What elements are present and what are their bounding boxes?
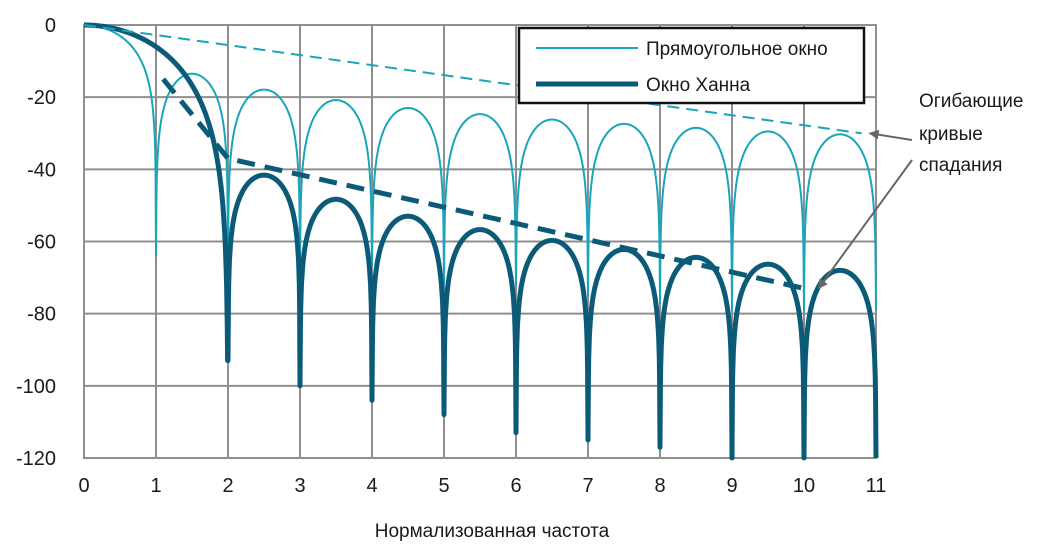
y-tick-label: -60 [27, 232, 56, 254]
annotation-arrow [868, 129, 913, 141]
y-tick-label: -100 [16, 376, 56, 398]
y-tick-label: -80 [27, 304, 56, 326]
y-tick-label: -120 [16, 448, 56, 470]
x-tick-label: 1 [150, 475, 161, 497]
series-layer [81, 22, 879, 461]
annotation-arrows [817, 129, 913, 290]
y-tick-label: -40 [27, 159, 56, 181]
annotation: Огибающие кривые спадания [919, 91, 1023, 176]
x-tick-label: 2 [222, 475, 233, 497]
x-tick-label: 0 [78, 475, 89, 497]
rect-envelope [83, 24, 862, 135]
series-line-hann [81, 22, 879, 461]
x-tick-label: 3 [294, 475, 305, 497]
x-tick-label: 4 [366, 475, 377, 497]
hann-envelope [161, 77, 805, 291]
x-tick-label: 5 [438, 475, 449, 497]
x-tick-label: 8 [654, 475, 665, 497]
envelope-layer [83, 24, 862, 291]
annotation-line-1: Огибающие [919, 91, 1023, 112]
series-line-rect [83, 24, 877, 312]
annotation-line-2: кривые [919, 124, 983, 145]
x-tick-label: 11 [866, 475, 887, 497]
legend-label-rect: Прямоугольное окно [646, 39, 828, 60]
axes-labels: 0 1 2 3 4 5 6 7 8 9 10 11 0 -20 -40 -60 -80 -100 -120 Норма… [16, 15, 886, 542]
legend-label-hann: Окно Ханна [646, 75, 751, 96]
annotation-line-3: спадания [919, 155, 1002, 176]
x-tick-label: 6 [510, 475, 521, 497]
y-tick-label: 0 [45, 15, 56, 37]
legend: Прямоугольное окно Окно Ханна [517, 26, 866, 105]
x-tick-label: 10 [793, 475, 815, 497]
x-axis-title: Нормализованная частота [375, 521, 610, 542]
y-tick-label: -20 [27, 87, 56, 109]
annotation-arrow [817, 159, 913, 290]
legend-box [517, 26, 866, 105]
x-tick-label: 7 [582, 475, 593, 497]
x-tick-label: 9 [726, 475, 737, 497]
